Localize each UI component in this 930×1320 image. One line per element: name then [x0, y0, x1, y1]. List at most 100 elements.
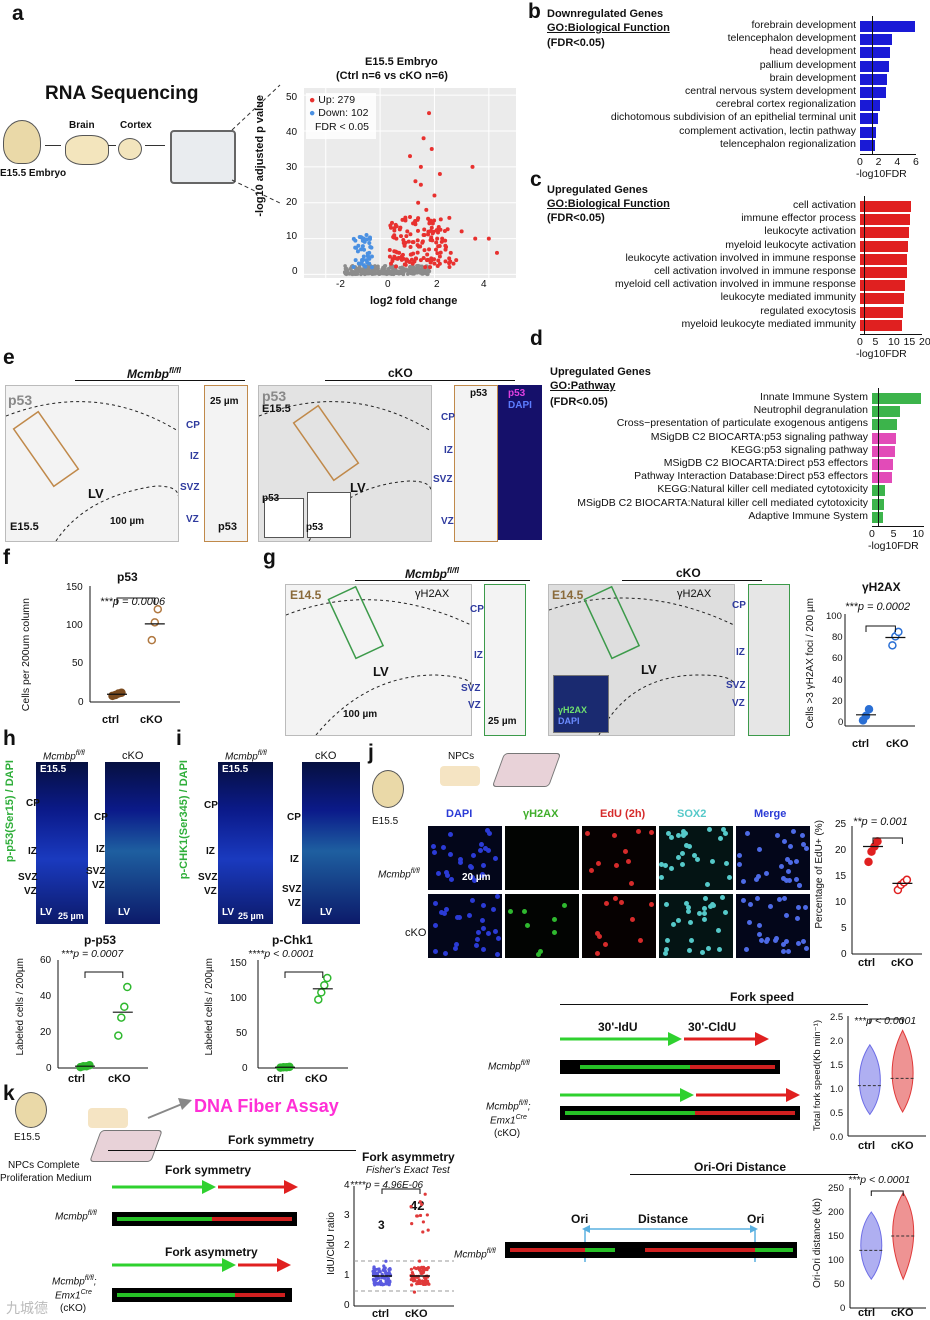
down-point: [369, 265, 374, 270]
go-bar: [872, 511, 883, 523]
cell-nucleus: [522, 908, 528, 914]
g-ctrl-line: [355, 580, 530, 581]
e-cko-line: [325, 380, 515, 381]
channel-image: [659, 826, 733, 890]
cell-nucleus: [611, 832, 617, 838]
k-row1: Mcmbpfl/fl: [55, 1210, 97, 1223]
h-lv: LV: [40, 907, 53, 918]
data-point: [377, 1276, 381, 1280]
e-inset2-label: p53: [306, 522, 324, 533]
ns-point: [425, 272, 430, 277]
volcano-plot: [304, 88, 516, 278]
cell-nucleus: [759, 938, 765, 944]
up-point: [439, 239, 444, 244]
h-pval: ***p = 0.0007: [61, 948, 124, 960]
cortex-illustration: [118, 138, 142, 160]
down-point: [367, 240, 372, 245]
cell-nucleus: [726, 875, 732, 881]
x-tick: 0: [385, 279, 391, 290]
cell-nucleus: [765, 936, 771, 942]
up-point: [405, 229, 410, 234]
cell-nucleus: [485, 930, 491, 936]
data-point: [421, 1220, 425, 1224]
ns-point: [370, 272, 375, 277]
zone-cp: CP: [470, 604, 484, 615]
down-point: [356, 261, 361, 266]
ori-line: [630, 1174, 858, 1175]
cell-nucleus: [773, 937, 779, 943]
down-point: [361, 257, 366, 262]
channel-image: [582, 826, 656, 890]
cell-nucleus: [662, 950, 668, 956]
asym-plot-sub: Fisher's Exact Test: [366, 1165, 450, 1176]
go-term-label: Neutrophil degranulation: [753, 404, 868, 417]
cell-nucleus: [480, 917, 486, 923]
cell-nucleus: [786, 868, 792, 874]
cell-nucleus: [482, 845, 488, 851]
go-bar: [860, 47, 890, 59]
fork-speed-line: [560, 1004, 868, 1005]
data-point: [372, 1265, 376, 1269]
channel-image: [428, 894, 502, 958]
j-e155: E15.5: [372, 816, 399, 827]
zone-cp: CP: [441, 412, 455, 423]
channel-header-2: γH2AX: [523, 808, 559, 820]
data-point: [418, 1200, 422, 1204]
cell-nucleus: [525, 922, 531, 928]
cell-nucleus: [448, 852, 454, 858]
data-point: [409, 1205, 413, 1209]
data-point: [382, 1267, 386, 1271]
y-tick: 20: [40, 1027, 52, 1038]
go-term-label: forebrain development: [751, 19, 856, 31]
violin-shape: [891, 1029, 914, 1113]
cell-nucleus: [723, 831, 729, 837]
ns-point: [362, 271, 367, 275]
cell-nucleus: [430, 844, 436, 850]
up-point: [400, 252, 405, 257]
e-cko-zoom-p53: p53: [470, 388, 488, 399]
ori-label-1: Ori: [571, 1212, 589, 1226]
i-ctrl-image: [218, 762, 273, 924]
cell-nucleus: [457, 857, 463, 863]
up-point: [413, 179, 418, 184]
cell-nucleus: [469, 898, 475, 904]
down-point: [353, 258, 358, 263]
fork-speed-ylabel: Total fork speed(Kb min⁻¹): [812, 1020, 823, 1132]
cell-nucleus: [794, 858, 800, 864]
channel-image: [736, 826, 810, 890]
asym-x-cko: cKO: [405, 1308, 428, 1320]
up-point: [387, 247, 392, 252]
up-point: [435, 236, 440, 241]
legend-up: ● Up: 279: [309, 94, 356, 106]
go-term-label: complement activation, lectin pathway: [679, 124, 856, 137]
y-tick: 150: [230, 958, 247, 969]
cell-nucleus: [781, 896, 787, 902]
g-cko-lv: LV: [641, 662, 657, 677]
cell-nucleus: [433, 900, 439, 906]
down-point: [365, 237, 370, 242]
b-title-2: GO:Biological Function: [547, 22, 670, 34]
cell-nucleus: [776, 897, 782, 903]
cell-nucleus: [754, 877, 760, 883]
go-bar: [860, 139, 875, 151]
h-zone-svz-2: SVZ: [86, 866, 106, 877]
i-pval: ****p < 0.0001: [248, 948, 315, 960]
g-cko-title: cKO: [676, 566, 701, 580]
go-term-label: Innate Immune System: [760, 391, 868, 403]
fork-symmetry-header: Fork symmetry: [228, 1133, 315, 1147]
h-ctrl-label: Mcmbpfl/fl: [43, 750, 85, 763]
go-term-label: MSigDB C2 BIOCARTA:Natural killer cell m…: [577, 496, 868, 509]
y-tick: 4: [344, 1180, 350, 1191]
cell-nucleus: [635, 829, 641, 835]
data-point: [861, 711, 871, 721]
cell-nucleus: [709, 902, 715, 908]
j-pval: **p = 0.001: [853, 816, 908, 828]
y-tick: 60: [832, 653, 843, 664]
panel-label-j: j: [368, 741, 374, 764]
cell-nucleus: [630, 917, 636, 923]
cell-nucleus: [471, 853, 477, 859]
up-point: [451, 261, 456, 266]
cell-nucleus: [604, 900, 610, 906]
y-tick: 0: [78, 697, 84, 708]
up-point: [445, 227, 450, 232]
